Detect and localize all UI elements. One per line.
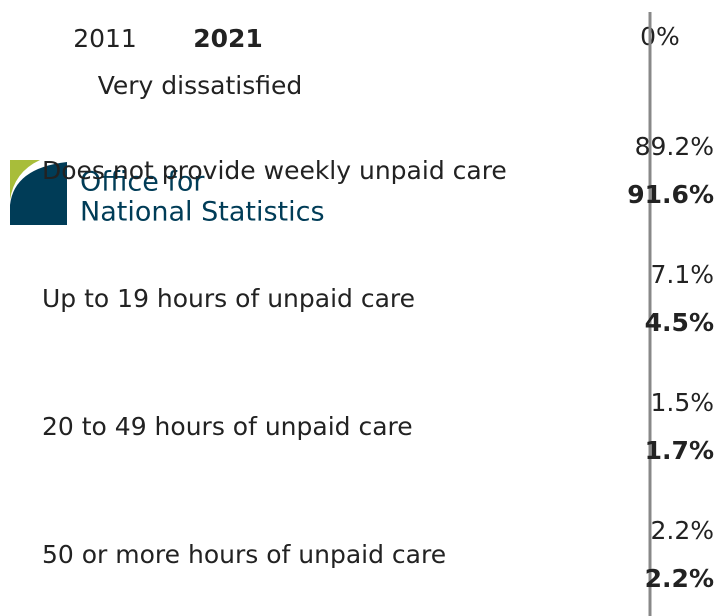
logo: Office for National Statistics: [10, 160, 325, 228]
value-label: 7.1%: [650, 260, 714, 289]
logo-text: National Statistics: [80, 197, 325, 228]
value-label: 2.2%: [645, 564, 714, 593]
category-label: 50 or more hours of unpaid care: [42, 540, 446, 569]
category-label: 20 to 49 hours of unpaid care: [42, 412, 413, 441]
value-label: 1.5%: [650, 388, 714, 417]
logo-mark: [10, 162, 67, 225]
x-tick-label: 0%: [640, 22, 680, 51]
legend-entry: 2021: [193, 24, 263, 53]
value-label: 4.5%: [645, 308, 714, 337]
subtitle: Very dissatisfied: [98, 71, 303, 100]
value-label: 1.7%: [645, 436, 714, 465]
value-label: 2.2%: [650, 516, 714, 545]
value-label: 91.6%: [627, 180, 714, 209]
category-label: Does not provide weekly unpaid care: [42, 156, 507, 185]
logo-mark: [10, 160, 40, 200]
logo-text: Office for: [80, 167, 205, 198]
legend-entry: 2011: [73, 24, 137, 53]
category-label: Up to 19 hours of unpaid care: [42, 284, 415, 313]
value-label: 89.2%: [635, 132, 714, 161]
